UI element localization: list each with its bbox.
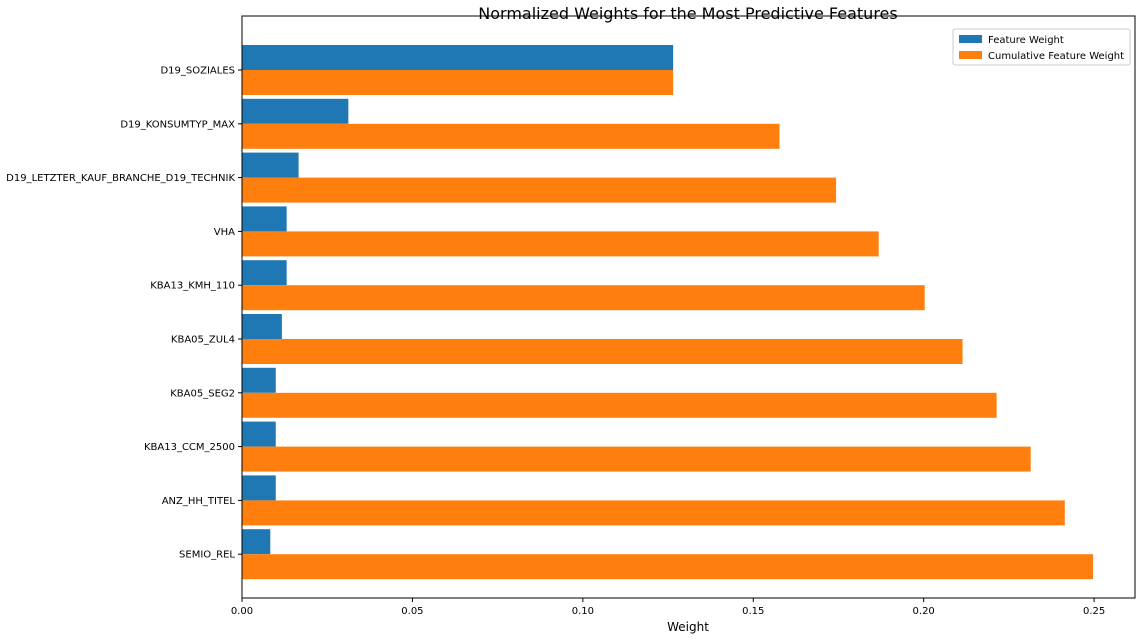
y-tick-label: KBA13_KMH_110 (150, 281, 235, 292)
legend-label: Feature Weight (988, 35, 1064, 46)
y-tick-label: ANZ_HH_TITEL (162, 496, 236, 507)
y-tick-label: SEMIO_REL (179, 550, 235, 561)
cumulative-weight-bar-d19-letzter-kauf-branche-d19-technik (242, 177, 837, 203)
legend-swatch (959, 35, 982, 43)
feature-weight-bar-kba05-seg2 (242, 367, 276, 393)
y-tick-label: D19_SOZIALES (160, 66, 235, 77)
y-axis-ticks: D19_SOZIALES D19_KONSUMTYP_MAX D19_LETZTER… (6, 66, 242, 561)
cumulative-weight-bar-anz-hh-titel (242, 500, 1065, 526)
x-tick-label: 0.00 (231, 606, 253, 617)
y-tick-label: D19_KONSUMTYP_MAX (120, 119, 235, 130)
x-tick-label: 0.15 (742, 606, 764, 617)
legend-swatch (959, 51, 982, 59)
feature-weight-bar-kba13-ccm-2500 (242, 421, 276, 447)
x-axis-label: Weight (667, 620, 709, 634)
cumulative-weight-bar-semio-rel (242, 554, 1094, 580)
feature-weight-bar-d19-soziales (242, 45, 674, 70)
cumulative-weight-bar-kba13-ccm-2500 (242, 446, 1031, 472)
chart-title: Normalized Weights for the Most Predicti… (478, 4, 897, 23)
plot-frame (241, 15, 1136, 599)
feature-weight-bar-d19-konsumtyp-max (242, 98, 349, 124)
feature-weight-bar-anz-hh-titel (242, 475, 276, 501)
y-tick-label: KBA05_ZUL4 (171, 335, 235, 346)
legend-label: Cumulative Feature Weight (988, 51, 1124, 62)
cumulative-weight-bar-kba05-zul4 (242, 339, 963, 364)
feature-weight-bar-semio-rel (242, 529, 271, 555)
cumulative-weight-bar-d19-konsumtyp-max (242, 123, 780, 149)
legend-box (952, 28, 1131, 66)
x-axis-ticks: 0.00 0.05 0.10 0.15 0.20 0.25 (231, 598, 1105, 617)
cumulative-weight-bar-d19-soziales (242, 70, 674, 95)
x-tick-label: 0.25 (1083, 606, 1105, 617)
x-tick-label: 0.10 (572, 606, 594, 617)
y-tick-label: VHA (214, 227, 235, 238)
feature-weight-bar-kba05-zul4 (242, 314, 282, 339)
bars-group (242, 45, 1094, 580)
legend: Feature Weight Cumulative Feature Weight (952, 28, 1131, 66)
y-tick-label: D19_LETZTER_KAUF_BRANCHE_D19_TECHNIK (6, 173, 235, 184)
cumulative-weight-bar-kba13-kmh-110 (242, 285, 925, 311)
cumulative-weight-bar-kba05-seg2 (242, 392, 997, 418)
y-tick-label: KBA05_SEG2 (170, 388, 235, 399)
y-tick-label: KBA13_CCM_2500 (144, 442, 235, 453)
feature-weight-bar-d19-letzter-kauf-branche-d19-technik (242, 152, 299, 178)
cumulative-weight-bar-vha (242, 231, 879, 257)
x-tick-label: 0.20 (913, 606, 935, 617)
feature-weight-bar-vha (242, 206, 287, 232)
feature-weight-bar-kba13-kmh-110 (242, 260, 287, 286)
x-tick-label: 0.05 (401, 606, 423, 617)
